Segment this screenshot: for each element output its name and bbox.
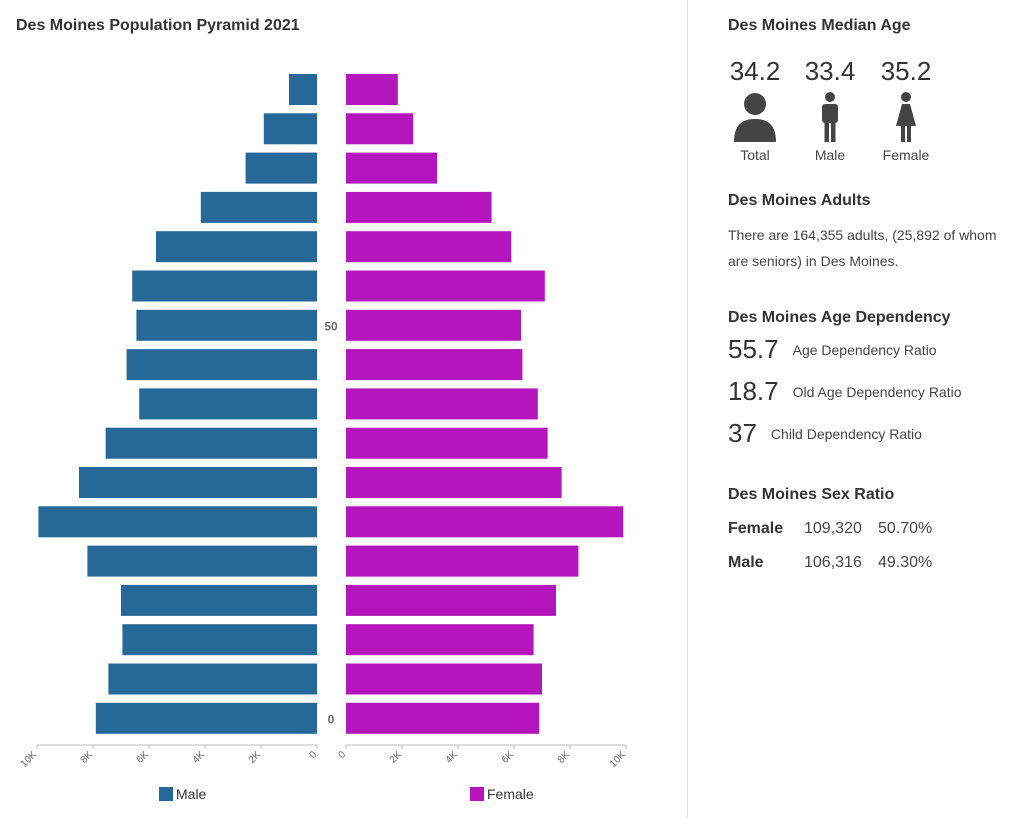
male-bar <box>132 270 317 302</box>
sex-ratio-female-count: 109,320 <box>804 520 862 537</box>
male-bar <box>139 388 317 420</box>
median-age-total: 34.2 Total <box>724 56 786 163</box>
male-x-tick-label: 0 <box>307 749 319 761</box>
legend-male[interactable]: Male <box>159 786 206 802</box>
male-bar <box>87 545 318 577</box>
pyramid-chart: 0 50 0 0 2K 2K 4K 4K 6K 6K 8K 8K 10K 10K <box>19 74 629 770</box>
population-pyramid-panel: Des Moines Population Pyramid 2021 0 50 0 0… <box>16 17 629 802</box>
female-x-tick-label: 0 <box>336 749 348 761</box>
median-age-total-label: Total <box>740 147 770 163</box>
male-bar <box>263 113 317 145</box>
legend-female-swatch <box>470 787 484 801</box>
dependency-row-child: 37 Child Dependency Ratio <box>728 418 922 449</box>
female-bar <box>346 113 414 145</box>
legend-male-label: Male <box>176 786 207 802</box>
median-age-male-label: Male <box>814 147 846 163</box>
sex-ratio-male-count: 106,316 <box>804 554 862 571</box>
sex-ratio-male-percent: 49.30% <box>878 554 933 571</box>
dependency-title: Des Moines Age Dependency <box>728 309 951 326</box>
dependency-total-value: 55.7 <box>728 334 779 364</box>
female-bar <box>346 309 521 341</box>
male-x-tick-label: 10K <box>19 749 40 770</box>
female-bar <box>346 702 540 734</box>
female-bar <box>346 231 512 263</box>
female-bar <box>346 467 562 498</box>
male-x-tick-label: 8K <box>79 749 96 766</box>
dependency-child-value: 37 <box>728 418 757 448</box>
legend-female-label: Female <box>487 786 534 802</box>
median-age-female: 35.2 Female <box>875 56 937 163</box>
adults-text: There are 164,355 adults, (25,892 of who… <box>728 227 997 269</box>
male-bar <box>200 191 317 223</box>
female-x-tick-label: 10K <box>608 749 629 770</box>
male-bar <box>105 427 317 459</box>
female-bar <box>346 152 437 184</box>
male-icon <box>799 90 861 142</box>
median-age-female-value: 35.2 <box>880 56 932 86</box>
dependency-old-value: 18.7 <box>728 376 779 406</box>
female-bar <box>346 663 542 695</box>
female-bar <box>346 584 556 616</box>
male-bar <box>38 506 318 538</box>
female-bar <box>346 624 534 656</box>
median-age-male: 33.4 Male <box>799 56 861 163</box>
female-bar <box>346 191 492 223</box>
male-bar <box>79 467 317 498</box>
male-x-tick-label: 4K <box>191 749 208 766</box>
female-bar <box>346 74 398 105</box>
female-bar <box>346 427 548 459</box>
age-axis-label: 0 <box>328 712 335 726</box>
female-bar <box>346 506 624 538</box>
legend-female[interactable]: Female <box>470 786 534 802</box>
female-x-tick-label: 4K <box>444 749 461 766</box>
sex-ratio-title: Des Moines Sex Ratio <box>728 486 895 503</box>
dependency-total-label: Age Dependency Ratio <box>792 341 937 358</box>
male-bar <box>108 663 318 695</box>
adults-title: Des Moines Adults <box>728 192 871 209</box>
sex-ratio-female-label: Female <box>728 520 784 537</box>
age-axis-label: 50 <box>324 319 338 333</box>
female-icon <box>875 90 937 142</box>
dependency-old-label: Old Age Dependency Ratio <box>792 383 962 400</box>
male-x-tick-label: 6K <box>135 749 152 766</box>
female-bar <box>346 349 523 381</box>
male-bar <box>122 624 318 656</box>
chart-title: Des Moines Population Pyramid 2021 <box>16 17 300 34</box>
median-age-male-value: 33.4 <box>804 56 856 86</box>
male-bar <box>136 309 317 341</box>
person-icon <box>724 90 786 142</box>
dependency-child-label: Child Dependency Ratio <box>770 425 922 442</box>
sex-ratio-female-percent: 50.70% <box>878 520 933 537</box>
male-bar <box>289 74 317 105</box>
male-x-tick-label: 2K <box>247 749 264 766</box>
median-age-title: Des Moines Median Age <box>728 17 911 34</box>
female-x-tick-label: 8K <box>556 749 573 766</box>
dependency-row-total: 55.7 Age Dependency Ratio <box>728 334 937 365</box>
male-bar <box>121 584 317 616</box>
female-x-tick-label: 2K <box>388 749 405 766</box>
female-x-tick-label: 6K <box>500 749 517 766</box>
median-age-female-label: Female <box>882 147 930 163</box>
male-bar <box>156 231 317 263</box>
female-bar <box>346 545 579 577</box>
panel-divider <box>687 0 688 818</box>
male-bar <box>245 152 317 184</box>
male-bar <box>95 702 317 734</box>
female-bar <box>346 270 545 302</box>
legend-male-swatch <box>159 787 173 801</box>
sex-ratio-male-label: Male <box>728 554 764 571</box>
dependency-row-old: 18.7 Old Age Dependency Ratio <box>728 376 962 407</box>
male-bar <box>126 349 317 381</box>
median-age-total-value: 34.2 <box>729 56 781 86</box>
female-bar <box>346 388 538 420</box>
